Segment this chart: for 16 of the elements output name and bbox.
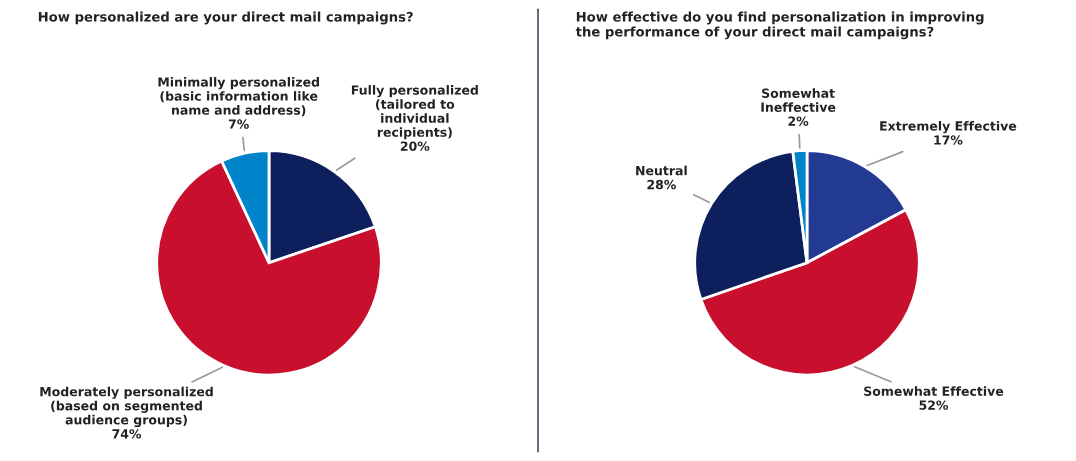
data-label: 28% (647, 179, 676, 190)
slice-label: Moderately personalized (based on segmented audience groups) (40, 386, 213, 428)
chart-title: How effective do you find personalization in improving the performance of your direct mail campaigns? (575, 11, 984, 40)
slice-label: Neutral (636, 165, 687, 176)
data-label: 74% (112, 429, 142, 439)
slice-label: Somewhat Effective (864, 386, 1004, 396)
slice-label: Minimally personalized (basic information like name and address) (158, 77, 319, 117)
chart-title: How personalized are your direct mail campaigns? (38, 11, 413, 25)
data-label: 7% (228, 119, 249, 129)
data-label: 2% (788, 116, 809, 126)
slice-label: Fully personalized (tailored to individual recipients) (351, 85, 478, 140)
data-label: 20% (400, 141, 430, 151)
data-label: 52% (919, 400, 949, 410)
data-label: 17% (934, 135, 963, 145)
slice-label: Extremely Effective (880, 120, 1017, 134)
slice-label: Somewhat Ineffective (761, 88, 836, 112)
